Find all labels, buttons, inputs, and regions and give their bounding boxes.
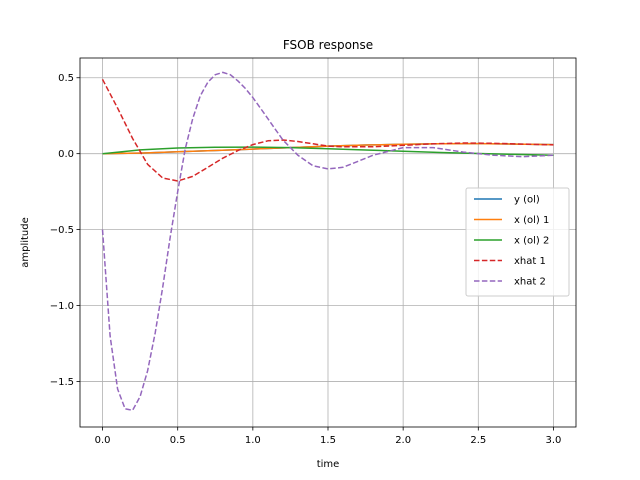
series-line-4	[101, 78, 554, 182]
x-tick-label: 0.5	[170, 435, 186, 446]
legend-label-4: xhat 1	[514, 256, 546, 267]
series-line-5	[101, 71, 554, 412]
x-axis-title: time	[317, 459, 340, 470]
y-tick-label: 0.5	[58, 73, 74, 84]
legend-label-2: x (ol) 1	[514, 215, 549, 226]
legend-label-3: x (ol) 2	[514, 236, 549, 247]
legend-label-5: xhat 2	[514, 277, 546, 288]
legend-box	[465, 187, 570, 297]
y-tick-label: 0.0	[58, 149, 74, 160]
x-tick-label: 0.0	[95, 435, 111, 446]
chart-title: FSOB response	[283, 38, 373, 52]
x-tick-label: 1.5	[320, 435, 336, 446]
series-layer	[101, 71, 554, 412]
legend-label-1: y (ol)	[514, 195, 540, 206]
x-tick-label: 1.0	[245, 435, 261, 446]
y-axis-title: amplitude	[20, 217, 31, 268]
legend: y (ol) x (ol) 1 x (ol) 2 xhat 1 xhat 2	[465, 187, 570, 297]
y-tick-label: −1.5	[50, 377, 74, 388]
x-tick-label: 2.5	[470, 435, 486, 446]
series-line-2	[102, 142, 554, 155]
y-tick-label: −0.5	[50, 225, 74, 236]
x-tick-label: 3.0	[546, 435, 562, 446]
tick-layer: 0.0 0.5 1.0 1.5 2.0 2.5 3.0 −1.5 −1.0 −0.5 0.0 0.5	[50, 73, 562, 446]
x-tick-label: 2.0	[395, 435, 411, 446]
y-tick-label: −1.0	[50, 301, 74, 312]
